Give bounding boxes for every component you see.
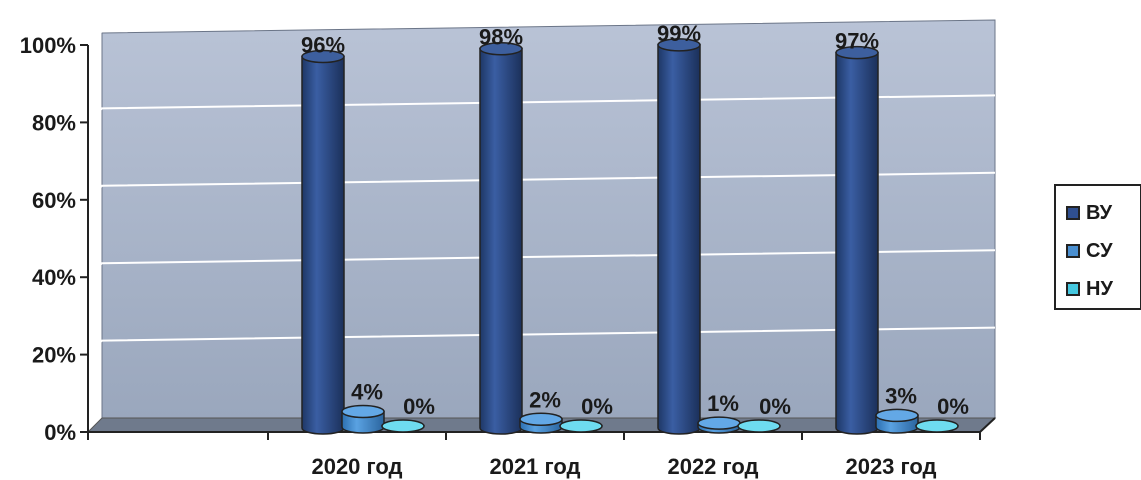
y-tick-label: 100% [20, 33, 76, 58]
bar-НУ-1 [559, 419, 603, 433]
legend-swatch-nu [1066, 282, 1080, 296]
bar-body [479, 47, 523, 435]
y-tick-label: 80% [32, 110, 76, 135]
data-label: 2% [529, 387, 561, 412]
x-tick-label: 2021 год [489, 454, 580, 479]
legend-label-su: СУ [1086, 239, 1113, 262]
bar-ВУ-3 [835, 45, 879, 435]
bar-ВУ-2 [657, 38, 701, 435]
bar-СУ-1 [519, 412, 563, 434]
data-label: 0% [403, 394, 435, 419]
x-tick-label: 2022 год [667, 454, 758, 479]
y-tick-label: 40% [32, 265, 76, 290]
y-ticks: 0% 20% 40% 60% 80% 100% [20, 33, 88, 445]
bar-СУ-2 [697, 416, 741, 434]
data-label: 4% [351, 380, 383, 405]
legend: ВУ СУ НУ [1054, 184, 1141, 310]
y-tick-label: 60% [32, 188, 76, 213]
data-label: 98% [479, 25, 523, 50]
bar-СУ-3 [875, 408, 919, 434]
bar-top [381, 419, 425, 433]
x-axis-depth [979, 417, 996, 433]
bar-top [915, 419, 959, 433]
data-label: 0% [937, 394, 969, 419]
data-label: 97% [835, 29, 879, 54]
data-labels: 96% 4% 0% 98% 2% 0% 99% 1% 0% 97% 3% 0% [301, 21, 969, 419]
data-label: 3% [885, 383, 917, 408]
y-tick-label: 20% [32, 343, 76, 368]
legend-label-nu: НУ [1086, 277, 1113, 300]
bar-ВУ-1 [479, 41, 523, 435]
bar-top [657, 38, 701, 52]
bar-top [737, 419, 781, 433]
bar-top [341, 404, 385, 419]
data-label: 99% [657, 21, 701, 46]
bars [301, 38, 959, 435]
bar-top [301, 49, 345, 64]
bar-СУ-0 [341, 404, 385, 434]
bar-НУ-3 [915, 419, 959, 433]
data-label: 1% [707, 391, 739, 416]
data-label: 0% [759, 394, 791, 419]
data-label: 0% [581, 394, 613, 419]
bar-top [559, 419, 603, 433]
data-label: 96% [301, 32, 345, 57]
bar-body [657, 44, 701, 435]
bar-top [519, 412, 563, 427]
legend-item-nu: НУ [1066, 276, 1113, 302]
bar-ВУ-0 [301, 49, 345, 435]
legend-swatch-su [1066, 244, 1080, 258]
legend-label-vu: ВУ [1086, 201, 1113, 224]
bar-body [301, 55, 345, 435]
x-tick-label: 2023 год [845, 454, 936, 479]
bar-top [697, 416, 741, 430]
bar-НУ-2 [737, 419, 781, 433]
bar-top [835, 45, 879, 60]
legend-item-su: СУ [1066, 238, 1113, 264]
bar-top [479, 41, 523, 56]
x-tick-label: 2020 год [311, 454, 402, 479]
legend-item-vu: ВУ [1066, 200, 1112, 226]
legend-swatch-vu [1066, 206, 1080, 220]
x-ticks: 2020 год 2021 год 2022 год 2023 год [87, 432, 981, 479]
bar-НУ-0 [381, 419, 425, 433]
y-tick-label: 0% [44, 420, 76, 445]
gridline [87, 17, 996, 46]
bar-body [835, 51, 879, 435]
bar-top [875, 408, 919, 423]
